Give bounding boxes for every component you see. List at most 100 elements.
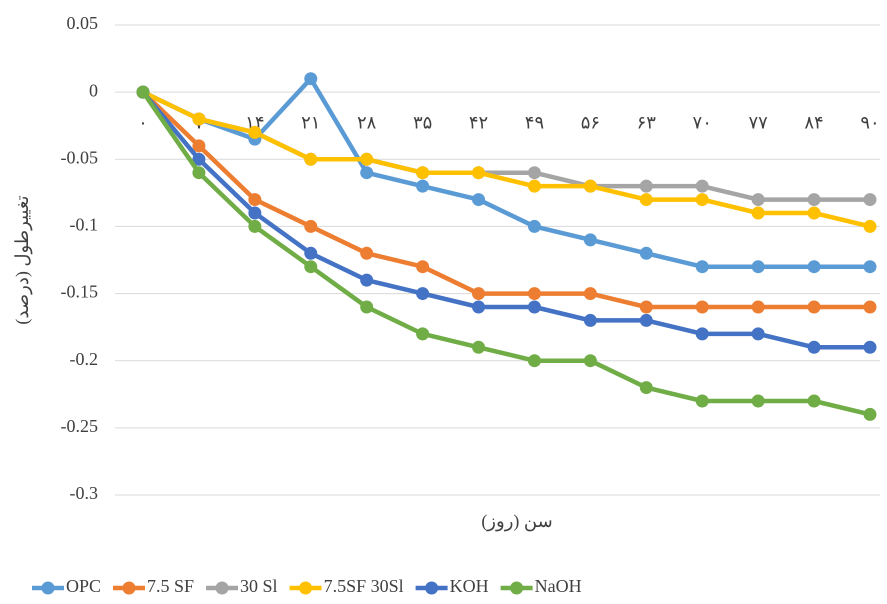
y-tick-label: 0 xyxy=(89,80,98,100)
data-point xyxy=(248,219,262,233)
series-line xyxy=(142,90,871,229)
data-point xyxy=(416,287,430,301)
data-point xyxy=(527,219,541,233)
y-tick-label: -0.25 xyxy=(61,416,99,436)
legend-marker xyxy=(41,581,55,595)
data-point xyxy=(751,260,765,274)
data-point xyxy=(639,246,653,260)
data-point xyxy=(360,273,374,287)
data-point xyxy=(472,193,486,207)
data-point xyxy=(360,166,374,180)
data-point xyxy=(695,300,709,314)
data-point xyxy=(416,260,430,274)
legend-marker xyxy=(510,581,524,595)
data-point xyxy=(807,340,821,354)
legend-label: 30 Sl xyxy=(240,576,278,596)
data-point xyxy=(863,407,877,421)
data-point xyxy=(192,166,206,180)
legend-marker xyxy=(122,581,136,595)
data-point xyxy=(751,394,765,408)
y-tick-label: -0.05 xyxy=(61,147,99,167)
x-tick-label: ۸۴ xyxy=(804,112,823,132)
data-point xyxy=(416,327,430,341)
legend-label: 7.5 SF xyxy=(147,576,194,596)
data-point xyxy=(192,152,206,166)
data-point xyxy=(639,179,653,193)
series-line xyxy=(141,90,870,350)
x-tick-label: ۵۶ xyxy=(581,112,600,132)
data-point xyxy=(416,166,430,180)
data-point xyxy=(583,287,597,301)
data-point xyxy=(807,206,821,220)
x-axis-title: سن (روز) xyxy=(481,511,552,532)
x-tick-label: ۴۲ xyxy=(469,112,488,132)
data-point xyxy=(639,193,653,207)
x-tick-label: ۰ xyxy=(138,112,148,132)
data-point xyxy=(304,246,318,260)
data-point xyxy=(751,193,765,207)
data-point xyxy=(807,394,821,408)
data-point xyxy=(863,340,877,354)
data-point xyxy=(863,219,877,233)
data-point xyxy=(639,381,653,395)
legend-label: 7.5SF 30Sl xyxy=(324,576,404,596)
data-point xyxy=(695,193,709,207)
data-point xyxy=(472,166,486,180)
data-point xyxy=(863,193,877,207)
y-tick-label: -0.1 xyxy=(70,215,99,235)
data-point xyxy=(751,327,765,341)
data-point xyxy=(751,206,765,220)
data-point xyxy=(751,300,765,314)
data-point xyxy=(304,260,318,274)
data-point xyxy=(472,287,486,301)
data-point xyxy=(192,139,206,153)
data-point xyxy=(527,287,541,301)
data-point xyxy=(807,260,821,274)
x-tick-label: ۲۸ xyxy=(357,112,377,132)
data-point xyxy=(192,112,206,126)
series-line xyxy=(141,90,870,310)
data-point xyxy=(360,246,374,260)
legend-label: KOH xyxy=(450,576,489,596)
data-point xyxy=(807,300,821,314)
series-line xyxy=(141,90,871,417)
data-point xyxy=(807,193,821,207)
data-point xyxy=(416,179,430,193)
data-point xyxy=(248,206,262,220)
x-tick-label: ۷۷ xyxy=(748,112,768,132)
data-point xyxy=(863,300,877,314)
data-point xyxy=(360,300,374,314)
data-point xyxy=(695,394,709,408)
data-point xyxy=(527,166,541,180)
data-point xyxy=(583,179,597,193)
x-tick-label: ۳۵ xyxy=(413,112,432,132)
y-tick-label: -0.3 xyxy=(70,483,99,503)
data-point xyxy=(136,85,150,99)
series-line xyxy=(142,90,870,202)
data-point xyxy=(248,125,262,139)
data-point xyxy=(639,300,653,314)
data-point xyxy=(583,313,597,327)
data-point xyxy=(472,340,486,354)
y-axis-title: تغییرطول (درصد) xyxy=(12,195,33,324)
legend-marker xyxy=(215,581,229,595)
data-point xyxy=(695,260,709,274)
data-point xyxy=(248,193,262,207)
x-tick-label: ۷۰ xyxy=(693,112,712,132)
data-point xyxy=(639,313,653,327)
data-point xyxy=(472,300,486,314)
data-point xyxy=(527,179,541,193)
x-tick-label: ۲۱ xyxy=(301,112,320,132)
data-point xyxy=(583,354,597,368)
data-point xyxy=(304,219,318,233)
data-point xyxy=(527,354,541,368)
data-point xyxy=(695,327,709,341)
legend-label: OPC xyxy=(66,576,101,596)
data-point xyxy=(583,233,597,247)
data-point xyxy=(304,152,318,166)
y-tick-label: -0.2 xyxy=(70,349,99,369)
x-tick-label: ۱۴ xyxy=(245,112,264,132)
series-line xyxy=(142,76,870,269)
legend-label: NaOH xyxy=(535,576,582,596)
data-point xyxy=(360,152,374,166)
